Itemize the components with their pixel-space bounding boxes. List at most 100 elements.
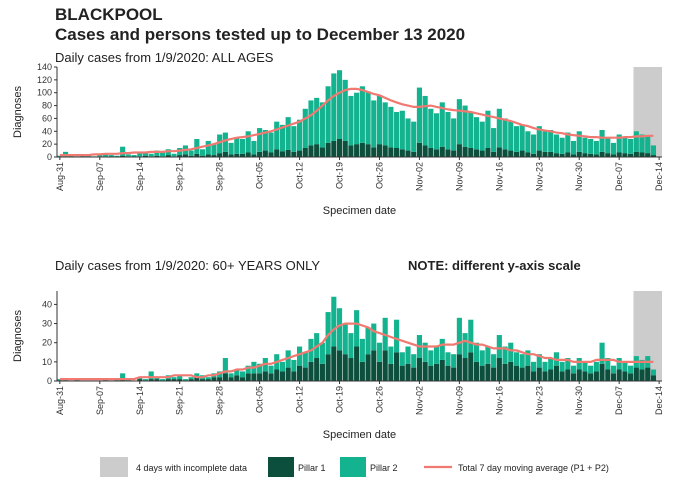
bar — [102, 153, 109, 157]
bar — [251, 373, 257, 381]
legend-label: 4 days with incomplete data — [136, 463, 247, 473]
bar — [394, 352, 400, 381]
legend-label: Total 7 day moving average (P1 + P2) — [458, 463, 609, 473]
bar — [228, 373, 234, 378]
bar — [194, 377, 200, 381]
page-subtitle: Cases and persons tested up to December … — [55, 25, 465, 44]
bar — [279, 124, 286, 152]
bar — [182, 379, 188, 381]
bar — [342, 354, 348, 381]
bar — [57, 379, 63, 381]
bar — [348, 358, 354, 381]
x-tick-label: Nov-16 — [494, 162, 504, 191]
bar — [325, 142, 331, 157]
bar — [542, 371, 548, 381]
bar — [165, 155, 171, 157]
legend-label: Pillar 1 — [298, 463, 326, 473]
bar — [308, 145, 314, 157]
bar — [639, 359, 645, 370]
bar — [279, 361, 286, 372]
bar — [120, 146, 126, 156]
bar — [531, 153, 537, 157]
bar — [371, 100, 377, 148]
bar — [633, 151, 639, 157]
y-tick-label: 40 — [42, 126, 52, 136]
bar — [650, 145, 657, 156]
bar — [222, 132, 228, 152]
bar — [199, 379, 206, 381]
bar — [513, 365, 520, 381]
bar — [268, 132, 274, 153]
bar — [513, 352, 520, 366]
bar — [342, 323, 348, 355]
bar — [553, 153, 559, 157]
bar — [199, 155, 206, 157]
bar — [576, 151, 582, 157]
chart-title: Daily cases from 1/9/2020: ALL AGES — [55, 50, 274, 65]
bar — [348, 145, 354, 157]
bar — [80, 155, 86, 157]
bar — [582, 371, 588, 381]
bar — [308, 100, 314, 146]
bar — [502, 149, 508, 157]
bar — [217, 134, 223, 154]
bar — [479, 350, 485, 366]
bar — [365, 91, 371, 145]
bar — [148, 379, 154, 381]
x-tick-label: Oct-12 — [295, 162, 305, 189]
bar — [519, 367, 525, 381]
bar — [120, 155, 126, 157]
bar — [194, 373, 200, 378]
bar — [279, 151, 286, 157]
x-tick-label: Oct-12 — [295, 386, 305, 413]
bar — [588, 139, 594, 154]
x-tick-label: Nov-30 — [574, 386, 584, 415]
bar — [422, 145, 428, 157]
bar — [451, 367, 457, 381]
bar — [399, 365, 405, 381]
bar — [496, 108, 502, 148]
bar — [57, 155, 63, 157]
bar — [593, 154, 599, 157]
bar — [439, 102, 445, 147]
bar — [565, 358, 571, 370]
bar — [508, 121, 514, 151]
bar — [257, 363, 263, 374]
bar — [593, 140, 599, 155]
bar — [336, 308, 343, 351]
bar — [285, 117, 291, 150]
bar — [428, 148, 434, 157]
bar — [154, 150, 160, 156]
bar — [542, 131, 548, 152]
y-tick-label: 60 — [42, 113, 52, 123]
bar — [513, 126, 520, 152]
bar — [479, 150, 485, 157]
bar — [491, 367, 497, 381]
legend-swatch — [340, 457, 366, 477]
bar — [588, 373, 594, 381]
bar — [228, 154, 234, 157]
bar — [359, 361, 365, 381]
y-tick-label: 10 — [42, 357, 52, 367]
bar — [445, 365, 451, 381]
bar — [628, 365, 634, 374]
x-tick-label: Nov-02 — [414, 162, 424, 191]
bar — [439, 359, 445, 381]
bar — [411, 151, 417, 157]
bar — [485, 110, 491, 148]
bar — [599, 130, 605, 152]
bar — [468, 352, 474, 381]
bar — [177, 375, 183, 380]
bar — [496, 147, 502, 157]
y-tick-label: 20 — [42, 338, 52, 348]
bar — [154, 379, 160, 381]
bar — [496, 358, 502, 381]
bar — [257, 151, 263, 157]
x-tick-label: Dec-07 — [614, 386, 624, 415]
bar — [559, 153, 565, 157]
bar — [177, 155, 183, 157]
bar — [359, 86, 365, 143]
bar — [160, 152, 166, 157]
bar — [531, 134, 537, 154]
bar — [142, 151, 149, 156]
